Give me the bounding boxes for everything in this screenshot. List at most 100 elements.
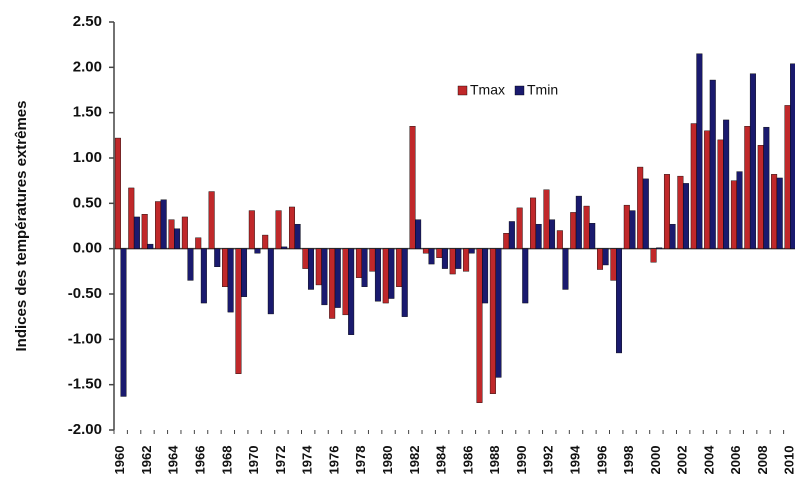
bar xyxy=(401,248,408,317)
bar xyxy=(610,248,617,281)
bar xyxy=(776,177,783,249)
bar xyxy=(342,248,349,316)
bar xyxy=(120,248,127,397)
bar xyxy=(334,248,341,308)
legend-swatch xyxy=(457,85,468,96)
x-tick-label: 1986 xyxy=(460,446,475,475)
bar xyxy=(690,123,697,249)
x-tick-label: 1982 xyxy=(407,446,422,475)
bar xyxy=(650,248,657,263)
y-tick-label: -0.50 xyxy=(68,285,102,302)
bar xyxy=(597,248,604,270)
bar xyxy=(441,248,448,269)
x-tick-label: 2000 xyxy=(648,446,663,475)
bar xyxy=(482,248,489,304)
bar xyxy=(415,219,422,249)
x-tick-label: 1968 xyxy=(219,446,234,475)
bar xyxy=(763,126,770,249)
y-axis-label: Indices des températures extrêmes xyxy=(13,101,30,352)
bar xyxy=(744,126,751,249)
bar xyxy=(388,248,395,299)
x-tick-label: 1972 xyxy=(273,446,288,475)
bar xyxy=(463,248,470,272)
x-tick-label: 2004 xyxy=(701,445,716,475)
x-tick-label: 1984 xyxy=(434,445,449,475)
y-tick-label: 2.50 xyxy=(73,13,102,30)
bar xyxy=(428,248,435,265)
bar xyxy=(530,197,537,249)
bar xyxy=(200,248,207,304)
legend-swatch xyxy=(514,85,525,96)
bar xyxy=(495,248,502,378)
bar xyxy=(784,105,791,249)
y-tick-label: 0.00 xyxy=(73,240,102,257)
bar xyxy=(522,248,529,304)
bar xyxy=(489,248,496,394)
x-tick-label: 1970 xyxy=(246,446,261,475)
bar xyxy=(133,216,140,249)
bar xyxy=(361,248,368,287)
x-tick-label: 1994 xyxy=(567,445,582,475)
bar xyxy=(174,228,181,249)
bar xyxy=(543,189,550,249)
bar xyxy=(677,175,684,249)
bar xyxy=(508,221,515,249)
bar xyxy=(663,174,670,249)
bar xyxy=(348,248,355,336)
bar xyxy=(516,207,523,249)
bar xyxy=(208,191,215,249)
bar xyxy=(623,204,630,249)
bar xyxy=(227,248,234,313)
y-tick-label: 0.50 xyxy=(73,194,102,211)
bar xyxy=(709,79,716,249)
bar xyxy=(771,174,778,249)
bar xyxy=(723,119,730,249)
bar xyxy=(449,248,456,275)
bar xyxy=(736,171,743,249)
bar xyxy=(717,139,724,249)
bar xyxy=(160,199,167,249)
legend-label: Tmax xyxy=(470,82,505,98)
bar xyxy=(128,187,135,249)
bar xyxy=(396,248,403,287)
bar xyxy=(669,223,676,249)
bar xyxy=(369,248,376,272)
bar xyxy=(181,216,188,249)
bar xyxy=(254,248,261,254)
x-tick-label: 1996 xyxy=(594,446,609,475)
bar xyxy=(468,248,475,254)
bar xyxy=(476,248,483,404)
bar xyxy=(436,248,443,258)
bar xyxy=(141,214,148,249)
bar xyxy=(637,166,644,249)
y-tick-label: -1.50 xyxy=(68,376,102,393)
y-tick-label: 1.50 xyxy=(73,104,102,121)
x-tick-label: 1960 xyxy=(112,446,127,475)
bar xyxy=(422,248,429,254)
x-tick-label: 1998 xyxy=(621,446,636,475)
bar xyxy=(616,248,623,354)
bar xyxy=(262,234,269,249)
bar xyxy=(570,212,577,249)
bar xyxy=(503,233,510,249)
bar xyxy=(214,248,221,268)
bar xyxy=(556,230,563,249)
bar xyxy=(589,223,596,249)
bar xyxy=(321,248,328,306)
bar xyxy=(562,248,569,290)
bar xyxy=(730,180,737,249)
bar xyxy=(241,248,248,297)
bar xyxy=(790,63,795,249)
bar xyxy=(302,248,309,269)
bar xyxy=(409,126,416,249)
bar xyxy=(749,73,756,249)
x-tick-label: 1980 xyxy=(380,446,395,475)
bar xyxy=(575,195,582,249)
x-tick-label: 2008 xyxy=(755,446,770,475)
x-tick-label: 2006 xyxy=(728,446,743,475)
y-tick-label: 2.00 xyxy=(73,58,102,75)
x-tick-label: 1992 xyxy=(541,446,556,475)
bar xyxy=(315,248,322,286)
bar xyxy=(549,219,556,249)
